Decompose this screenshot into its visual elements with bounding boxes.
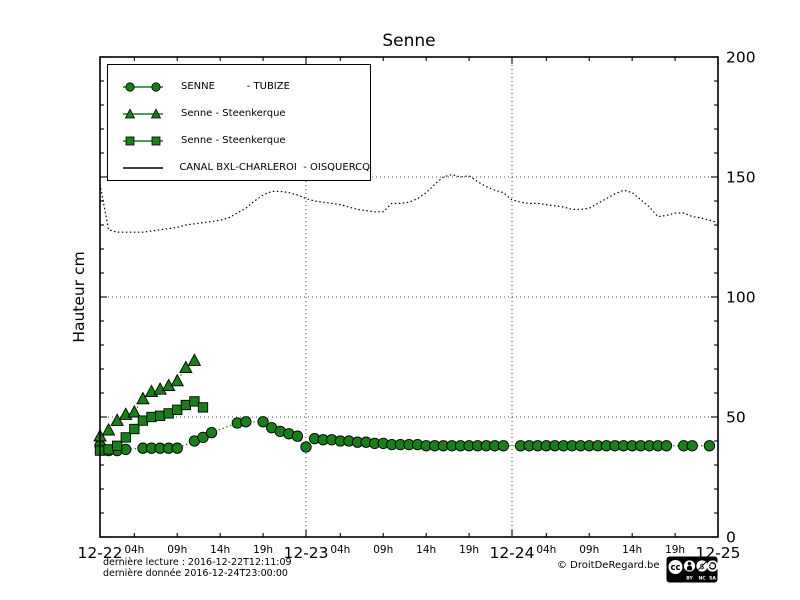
svg-text:150: 150 xyxy=(726,169,756,187)
svg-text:100: 100 xyxy=(726,289,756,307)
svg-text:SA: SA xyxy=(709,576,716,582)
square-marker-icon xyxy=(123,136,163,145)
legend-label-steenkerque-1: Senne - Steenkerque xyxy=(181,108,286,119)
svg-text:04h: 04h xyxy=(330,544,350,556)
svg-text:09h: 09h xyxy=(579,544,599,556)
svg-text:19h: 19h xyxy=(459,544,479,556)
legend-item-steenkerque-2: Senne - Steenkerque xyxy=(108,127,370,154)
cc-license-badge[interactable]: cc $ BY NC SA xyxy=(666,556,718,583)
svg-text:cc: cc xyxy=(670,563,680,573)
svg-text:04h: 04h xyxy=(536,544,556,556)
legend-item-steenkerque-1: Senne - Steenkerque xyxy=(108,100,370,127)
svg-text:14h: 14h xyxy=(622,544,642,556)
nc-icon: $ xyxy=(696,560,708,572)
series-square-2 xyxy=(94,396,209,456)
svg-text:NC: NC xyxy=(698,576,706,582)
svg-text:09h: 09h xyxy=(167,544,187,556)
legend-label-steenkerque-2: Senne - Steenkerque xyxy=(181,135,286,146)
footer-readings: dernière lecture : 2016-12-22T12:11:09 d… xyxy=(103,557,292,579)
triangle-marker-icon xyxy=(123,107,163,118)
legend-item-canal: CANAL BXL-CHARLEROI - OISQUERCQ xyxy=(108,154,370,181)
last-reading-text: dernière lecture : 2016-12-22T12:11:09 xyxy=(103,557,292,568)
sa-icon xyxy=(706,560,718,572)
series-triangle-1 xyxy=(93,353,202,442)
svg-text:19h: 19h xyxy=(253,544,273,556)
last-data-text: dernière donnée 2016-12-24T23:00:00 xyxy=(103,567,288,579)
svg-text:19h: 19h xyxy=(665,544,685,556)
svg-text:04h: 04h xyxy=(124,544,144,556)
svg-text:09h: 09h xyxy=(373,544,393,556)
copyright-text: © DroitDeRegard.be xyxy=(557,560,660,571)
by-icon xyxy=(683,560,696,572)
svg-text:BY: BY xyxy=(686,576,693,582)
svg-text:12-22: 12-22 xyxy=(77,544,122,562)
cc-icon: cc xyxy=(668,560,683,574)
legend-label-senne-tubize: SENNE - TUBIZE xyxy=(181,81,290,92)
line-marker-icon xyxy=(123,166,163,169)
svg-text:14h: 14h xyxy=(210,544,230,556)
svg-text:50: 50 xyxy=(726,409,746,427)
legend-label-canal: CANAL BXL-CHARLEROI - OISQUERCQ xyxy=(179,162,370,173)
svg-text:200: 200 xyxy=(726,49,756,67)
legend: SENNE - TUBIZE Senne - Steenkerque Senne… xyxy=(107,64,371,181)
circle-marker-icon xyxy=(123,81,163,92)
axis-ticks xyxy=(99,56,719,538)
series-circle-0 xyxy=(94,416,716,457)
svg-text:12-23: 12-23 xyxy=(283,544,328,562)
svg-text:14h: 14h xyxy=(416,544,436,556)
chart-title: Senne xyxy=(382,31,436,51)
series-line-3 xyxy=(99,173,719,233)
svg-text:0: 0 xyxy=(726,529,736,547)
legend-item-senne-tubize: SENNE - TUBIZE xyxy=(108,73,370,100)
svg-text:12-24: 12-24 xyxy=(489,544,534,562)
